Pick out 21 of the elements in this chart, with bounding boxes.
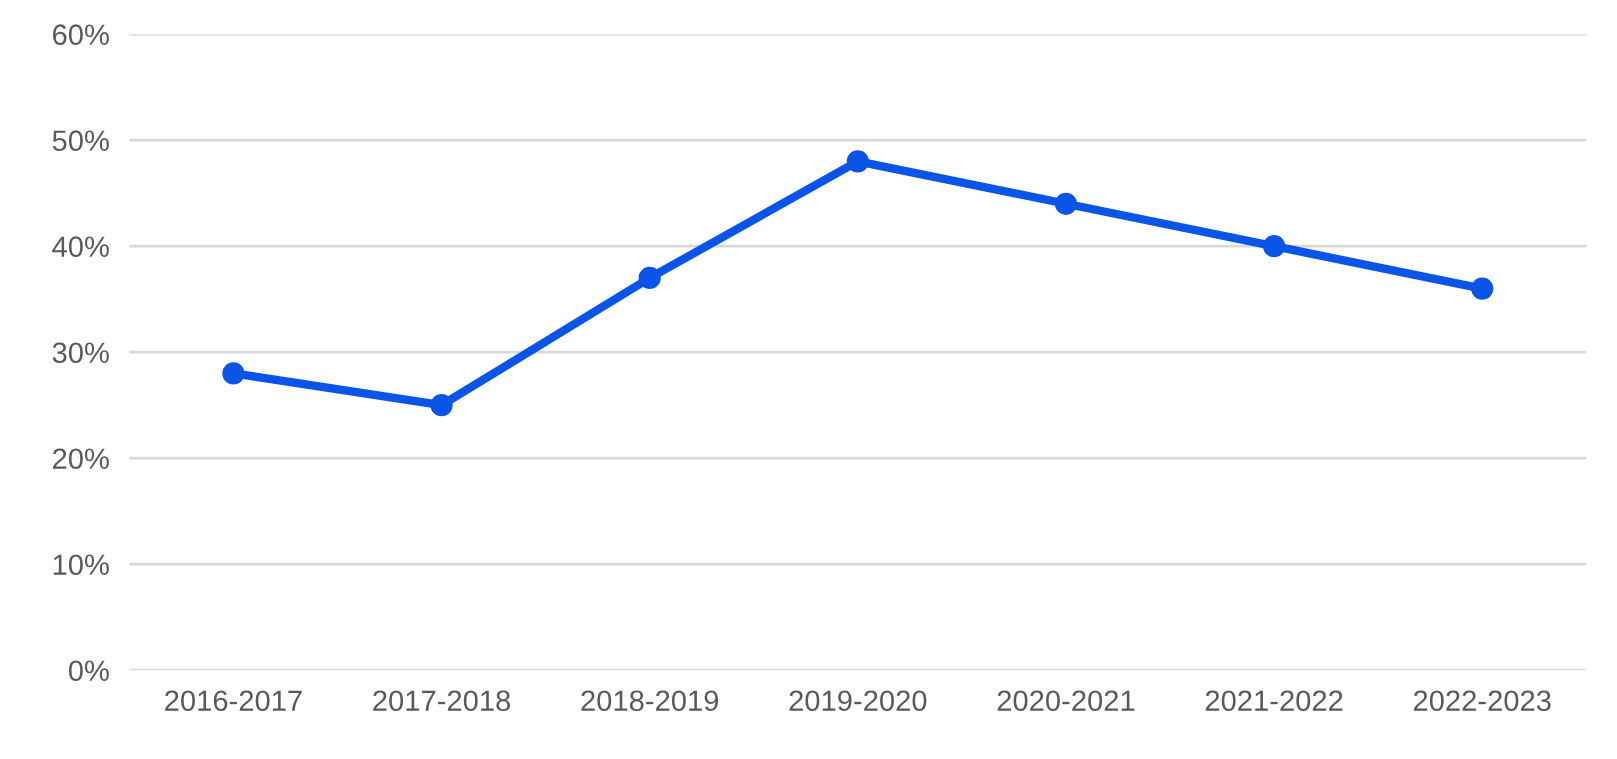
x-tick-label: 2019-2020 (789, 690, 927, 712)
point (1471, 277, 1494, 300)
y-tick-label: 0% (68, 660, 109, 682)
x-tick-label: 2022-2023 (1413, 690, 1551, 712)
x-tick-label: 2018-2019 (581, 690, 719, 712)
point (430, 394, 453, 417)
y-tick-label: 50% (52, 130, 109, 152)
point (1262, 235, 1286, 258)
y-tick-label: 30% (52, 342, 109, 364)
point (222, 362, 245, 385)
point (1054, 192, 1078, 215)
y-tick-label: 20% (53, 448, 109, 470)
y-tick-label: 60% (53, 24, 109, 46)
x-tick-label: 2016-2017 (165, 690, 302, 712)
x-tick-label: 2017-2018 (373, 690, 511, 712)
x-tick-label: 2021-2022 (1205, 690, 1343, 712)
point (846, 150, 869, 173)
x-tick-label: 2020-2021 (997, 690, 1135, 712)
y-tick-label: 10% (53, 554, 109, 576)
y-tick-label: 40% (52, 236, 109, 258)
point (638, 266, 661, 290)
